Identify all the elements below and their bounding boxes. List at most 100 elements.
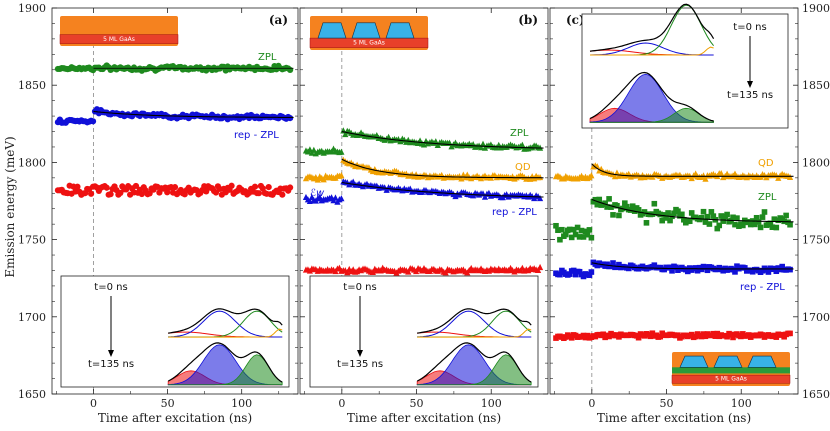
inset-arrowhead [357,350,363,357]
data-point [442,269,449,276]
data-point [563,231,569,238]
data-point [287,184,294,191]
data-point [704,267,711,274]
y-tick-label-right: 1750 [802,234,830,247]
data-point [580,234,587,240]
data-point [255,190,263,197]
series-red [302,263,544,276]
panel-b: 5 ML GaAs (b) t=0 ns t=135 ns ZPL QD ℰw rep - Z… [302,13,544,394]
fit-curve [341,130,544,149]
data-point [686,218,693,224]
data-point [586,227,593,233]
series-label-ew: ℰw [310,188,325,199]
data-point [338,172,345,179]
x-tick-label: 100 [481,397,502,410]
fit-curve [591,163,794,177]
fit-curve [341,181,544,198]
series-zpl [302,127,544,157]
quantum-dot [747,355,777,368]
data-point [641,209,648,215]
data-point [588,234,595,241]
x-tick-label: 100 [231,397,252,410]
inset-component-curve [590,46,714,56]
data-point [671,210,677,217]
data-point [606,333,612,340]
inset-total-curve [589,71,714,122]
well-layer [672,367,790,374]
data-point [669,268,675,274]
gaas-layer [671,374,791,384]
data-point [698,214,705,221]
data-point [625,265,632,272]
data-point [203,188,210,195]
data-point [586,272,593,279]
series-label-qd: QD [515,162,531,173]
data-point [714,225,721,232]
data-point [753,214,760,221]
fit-curve [93,110,294,118]
sample-schematic: 5 ML GaAs [671,352,791,386]
inset-total-curve [168,308,283,334]
data-point [667,264,673,271]
gaas-layer [59,34,179,44]
data-point [146,190,153,197]
quantum-dot [713,355,743,368]
data-point [557,271,563,278]
gaas-label: 5 ML GaAs [715,376,747,383]
quantum-dot [679,355,709,368]
y-tick-label-right: 1650 [802,388,830,401]
panel-a-frame [51,7,299,395]
data-point [616,212,622,219]
data-point [614,202,620,209]
x-tick-label: 50 [161,397,175,410]
data-point [251,183,259,190]
x-tick-label: 50 [660,397,674,410]
data-point [769,224,776,231]
panel-c-frame [549,7,799,395]
data-point [570,267,577,274]
data-point [702,219,709,225]
inset-component-curve [417,310,532,338]
data-point [710,213,717,219]
data-point [588,269,595,275]
x-tick-label: 100 [731,397,752,410]
data-point [557,236,563,243]
series-qd [552,162,794,182]
data-point [708,209,715,215]
data-point [659,217,665,224]
sample-schematic: 5 ML GaAs [309,16,429,50]
x-tick-label: 0 [338,397,345,410]
data-point [287,66,294,74]
data-point [338,195,345,202]
y-tick-label-right: 1850 [802,79,830,92]
data-point [771,216,778,222]
series-label-rep-zpl: rep - ZPL [234,130,279,141]
panel-a: 5 ML GaAs (a) t=0 ns t=135 ns ZPL rep - ZPL [54,13,294,394]
x-tick-label: 50 [410,397,424,410]
y-tick-label-left: 1700 [18,311,46,324]
inset-panel: t=0 ns t=135 ns [581,3,789,129]
data-point [706,221,713,227]
data-point [572,231,579,238]
data-point [657,211,664,218]
data-point [405,268,412,275]
data-point [592,196,599,203]
quantum-dot [351,22,381,39]
data-point [555,227,561,233]
data-point [702,264,709,270]
series-red [54,182,294,198]
data-point [320,176,327,183]
data-point [89,118,97,125]
data-point [570,226,577,233]
data-point [568,335,575,341]
y-tick-label-left: 1850 [18,79,46,92]
data-point [734,215,740,221]
data-point [596,196,603,203]
data-point [730,214,736,221]
data-point [572,271,579,278]
data-point [663,215,669,221]
data-point [742,265,748,271]
gaas-label: 5 ML GaAs [353,40,385,47]
y-tick-label-right: 1700 [802,311,830,324]
